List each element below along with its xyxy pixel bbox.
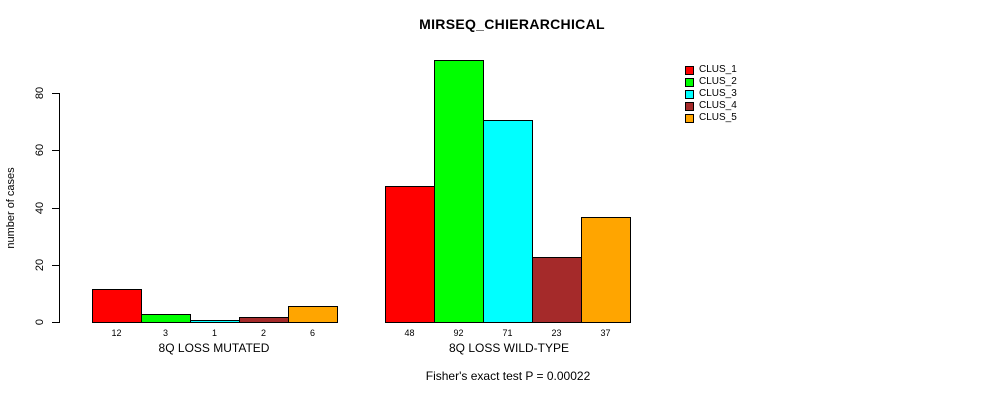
- legend-label: CLUS_4: [699, 100, 737, 111]
- legend-item: CLUS_5: [685, 113, 737, 123]
- chart-title: MIRSEQ_CHIERARCHICAL: [419, 16, 605, 32]
- legend-label: CLUS_2: [699, 76, 737, 87]
- bar-value-label: 1: [211, 328, 218, 338]
- bar-value-label: 37: [600, 328, 611, 338]
- bar-clus_5-group1: [288, 306, 338, 323]
- legend-label: CLUS_1: [699, 64, 737, 75]
- y-tick-label: 40: [34, 201, 46, 215]
- bar-clus_2-group2: [434, 60, 484, 323]
- legend-item: CLUS_3: [685, 89, 737, 99]
- y-tick-mark: [52, 93, 59, 94]
- legend-swatch-icon: [685, 113, 694, 123]
- x-group-label-mutated: 8Q LOSS MUTATED: [158, 341, 270, 355]
- legend: CLUS_1 CLUS_2 CLUS_3 CLUS_4 CLUS_5: [685, 65, 737, 123]
- bar-clus_1-group1: [92, 289, 142, 323]
- bar-clus_3-group2: [483, 120, 533, 323]
- bar-clus_3-group1: [190, 320, 240, 323]
- legend-swatch-icon: [685, 77, 694, 87]
- bar-value-label: 92: [453, 328, 464, 338]
- y-tick-label: 60: [34, 143, 46, 157]
- bar-value-label: 71: [502, 328, 513, 338]
- bar-clus_5-group2: [581, 217, 631, 323]
- y-axis-line: [59, 93, 60, 323]
- y-tick-label: 20: [34, 258, 46, 272]
- legend-swatch-icon: [685, 89, 694, 99]
- legend-swatch-icon: [685, 101, 694, 111]
- bar-clus_1-group2: [385, 186, 435, 323]
- legend-item: CLUS_1: [685, 65, 737, 75]
- bar-value-label: 3: [162, 328, 169, 338]
- bar-value-label: 6: [309, 328, 316, 338]
- legend-swatch-icon: [685, 65, 694, 75]
- y-tick-mark: [52, 322, 59, 323]
- x-group-label-wild-type: 8Q LOSS WILD-TYPE: [448, 341, 570, 355]
- y-tick-mark: [52, 265, 59, 266]
- bar-value-label: 48: [404, 328, 415, 338]
- y-axis-label: number of cases: [5, 167, 17, 249]
- legend-item: CLUS_2: [685, 77, 737, 87]
- bar-value-label: 23: [551, 328, 562, 338]
- bar-value-label: 2: [260, 328, 267, 338]
- y-tick-label: 80: [34, 86, 46, 100]
- bar-clus_4-group1: [239, 317, 289, 323]
- bar-clus_2-group1: [141, 314, 191, 323]
- fisher-test-annotation: Fisher's exact test P = 0.00022: [425, 369, 591, 383]
- y-tick-mark: [52, 150, 59, 151]
- legend-label: CLUS_5: [699, 112, 737, 123]
- legend-item: CLUS_4: [685, 101, 737, 111]
- bar-clus_4-group2: [532, 257, 582, 323]
- y-tick-mark: [52, 208, 59, 209]
- y-tick-label: 0: [34, 318, 46, 326]
- legend-label: CLUS_3: [699, 88, 737, 99]
- bar-value-label: 12: [111, 328, 122, 338]
